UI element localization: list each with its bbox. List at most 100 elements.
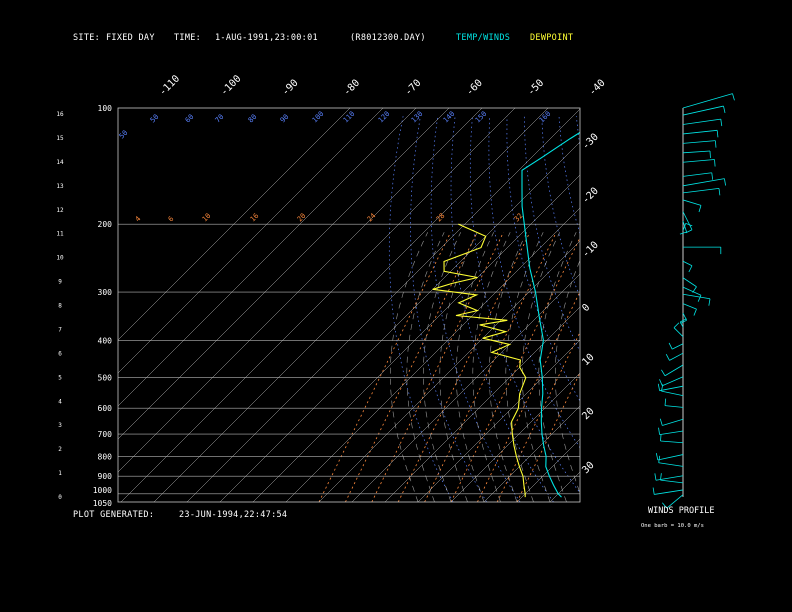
isotherm-label: -40 [587, 78, 608, 99]
wind-barb [685, 229, 693, 234]
pressure-label: 700 [98, 430, 113, 439]
dry-adiabat-line [750, 116, 792, 502]
wind-barb [723, 105, 726, 113]
isotherm-label: 0 [580, 302, 592, 314]
mixing-ratio-label: 10 [201, 212, 213, 224]
wind-panel-title: WINDS PROFILE [648, 506, 715, 516]
pressure-label: 1050 [93, 499, 112, 508]
wind-vector [666, 494, 684, 509]
dry-adiabat-label: 100 [311, 110, 326, 125]
mixing-ratio-line [318, 232, 451, 502]
pressure-label: 1000 [93, 486, 112, 495]
isotherm-label: -50 [526, 78, 547, 99]
isotherm-line [483, 405, 580, 502]
dry-adiabat-line [575, 116, 580, 148]
pressure-label: 900 [98, 472, 113, 481]
mixing-ratio-label: 6 [167, 215, 176, 224]
moist-adiabat-line [389, 232, 428, 502]
height-label: 13 [56, 183, 64, 190]
dry-adiabat-label: 50 [118, 129, 130, 141]
wind-vector [682, 277, 697, 288]
dry-adiabats [388, 116, 792, 502]
wind-vector [682, 260, 693, 267]
site-label: SITE: [73, 33, 101, 43]
height-label: 5 [58, 374, 62, 381]
wind-barb [661, 384, 664, 392]
wind-barb [658, 427, 660, 435]
mixing-ratio-line [397, 232, 531, 502]
wind-barb [680, 319, 687, 324]
dry-adiabat-line [680, 116, 792, 502]
mixing-ratio-label: 4 [134, 215, 143, 224]
wind-vector [664, 364, 684, 377]
isotherm-label: -100 [219, 73, 244, 98]
wind-vector [682, 199, 702, 206]
height-label: 8 [58, 303, 62, 310]
dry-adiabat-line [646, 116, 792, 502]
sounding-series [432, 131, 580, 498]
pressure-label: 600 [98, 404, 113, 413]
wind-barb [680, 318, 687, 323]
dry-adiabat-label: 150 [474, 110, 489, 125]
dry-adiabat-label: 160 [538, 110, 553, 125]
dry-adiabat-line [594, 116, 792, 502]
pressure-label: 800 [98, 452, 113, 461]
wind-vector [657, 454, 684, 461]
height-label: 16 [56, 111, 64, 118]
pressure-label: 100 [98, 104, 113, 113]
dewpoint-legend: DEWPOINT [530, 33, 574, 43]
height-label: 2 [58, 446, 62, 453]
isotherm-line [252, 174, 580, 502]
isotherm-label: 30 [580, 460, 596, 476]
temperature-line [521, 131, 580, 498]
isotherm-line [118, 108, 351, 341]
wind-vector [682, 159, 715, 163]
moist-adiabat-line [521, 232, 560, 502]
isotherm-label: -60 [464, 78, 485, 99]
isotherm-label: -30 [580, 132, 601, 153]
wind-barb [660, 433, 662, 442]
wind-vector [658, 462, 684, 467]
wind-profile-panel [652, 93, 735, 509]
height-label: 12 [56, 207, 64, 214]
wind-vector [682, 140, 716, 144]
dry-adiabat-line [541, 116, 580, 298]
wind-vector [682, 293, 711, 300]
wind-barb [698, 205, 702, 213]
mixing-ratio-line [477, 290, 580, 502]
mixing-ratio-label: 20 [296, 212, 308, 224]
wind-barb [665, 354, 670, 361]
isotherm-line [417, 339, 580, 502]
mixing-ratio-label: 16 [249, 212, 261, 224]
pressure-label: 400 [98, 336, 113, 345]
moist-adiabat-line [538, 232, 577, 502]
wind-barb [664, 398, 667, 406]
wind-barb [716, 130, 719, 138]
wind-vector [655, 475, 684, 481]
isotherm-line [186, 108, 580, 502]
wind-barb [660, 473, 662, 481]
isotherm-line [118, 108, 483, 473]
isotherm-line [583, 108, 792, 502]
wind-vector [673, 327, 684, 337]
height-label: 15 [56, 135, 64, 142]
wind-vector [654, 489, 684, 495]
wind-barb [659, 418, 663, 426]
time-label: TIME: [174, 33, 202, 43]
wind-vector [660, 440, 684, 444]
mixing-ratio-line [516, 371, 580, 502]
isotherm-line [118, 108, 384, 374]
height-label: 10 [56, 255, 64, 262]
height-label: 1 [58, 470, 62, 477]
moist-adiabat-line [439, 232, 478, 502]
isotherm-label: -90 [280, 78, 301, 99]
wind-vector [682, 187, 720, 194]
dry-adiabat-label: 90 [279, 113, 291, 125]
wind-vector [669, 352, 684, 361]
wind-barb [688, 265, 693, 273]
wind-vector [660, 479, 684, 484]
wind-vector [661, 390, 684, 397]
mixing-ratio-lines [318, 232, 580, 502]
wind-barb [662, 502, 668, 509]
